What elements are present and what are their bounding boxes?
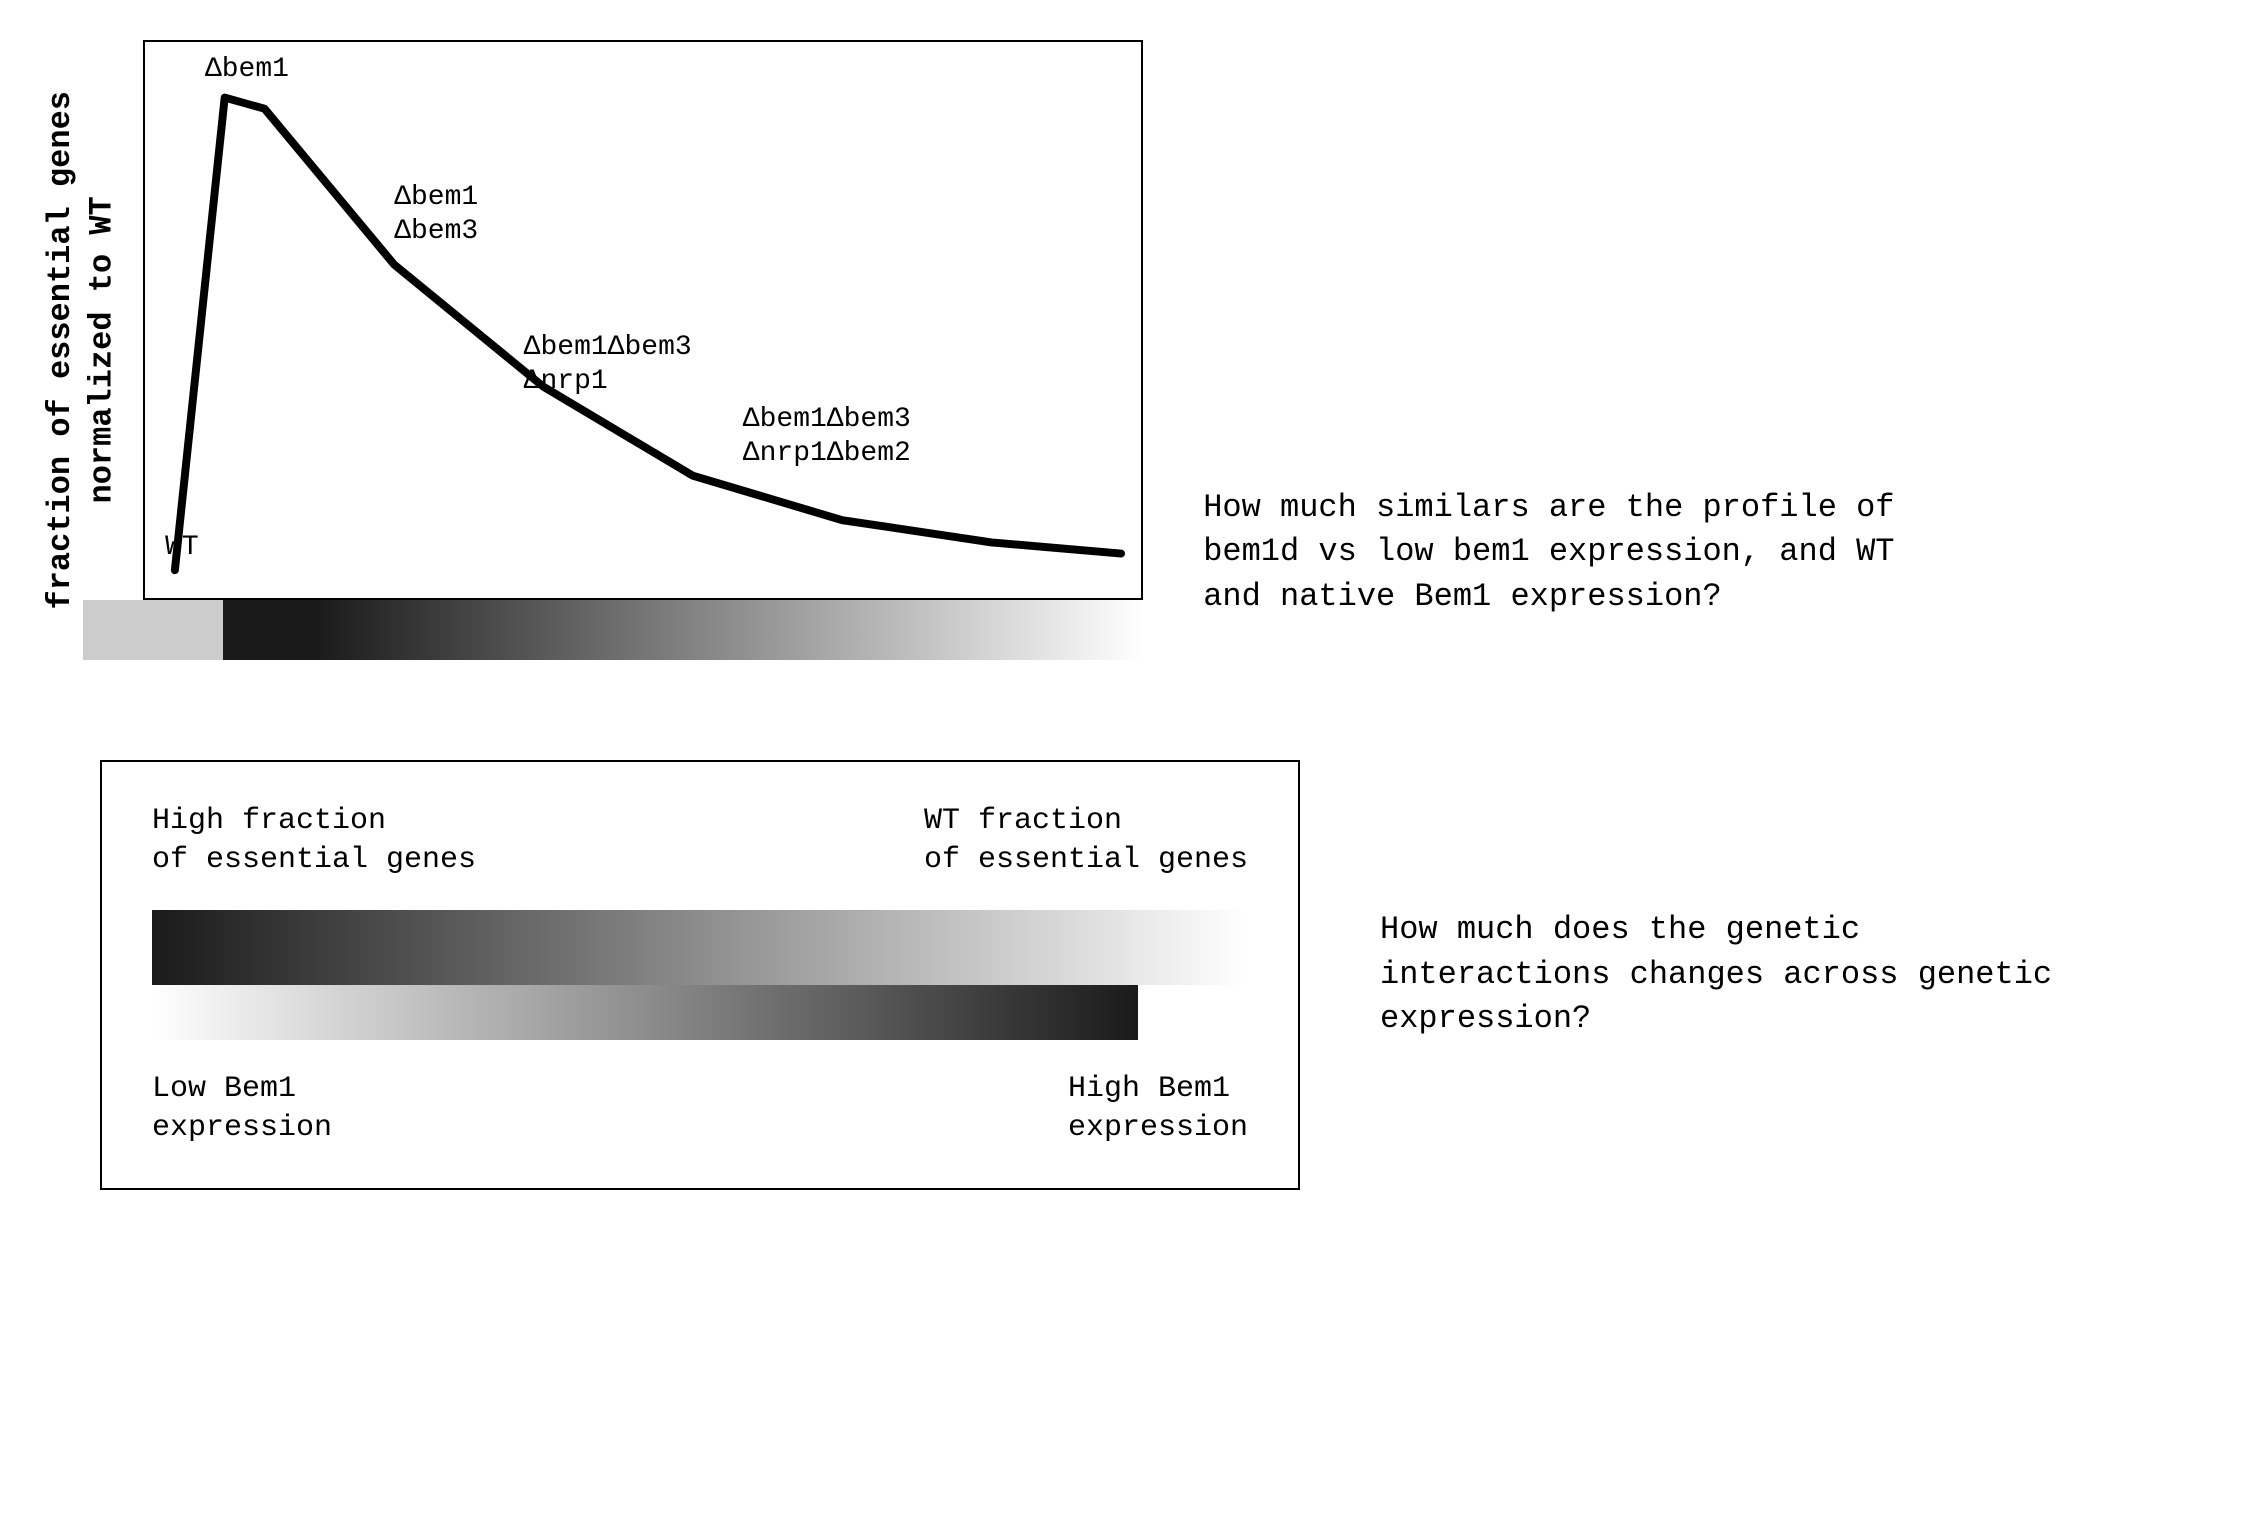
top-section: fraction of essential genesnormalized to…	[40, 40, 2214, 660]
gradient-bar-top	[223, 600, 1143, 660]
gradient-bars-bottom	[152, 910, 1248, 1040]
chart-box: WT Δbem1 Δbem1Δbem3 Δbem1Δbem3Δnrp1 Δbem1Δbe…	[143, 40, 1143, 600]
curve-label: WT	[165, 531, 199, 565]
bottom-left-label: Low Bem1expression	[152, 1070, 332, 1148]
chart-area: fraction of essential genesnormalized to…	[40, 40, 1143, 660]
figure-container: fraction of essential genesnormalized to…	[40, 40, 2214, 1190]
gradient-bar-expression	[152, 985, 1138, 1040]
gradient-bar-essential	[152, 910, 1248, 985]
bottom-top-labels: High fractionof essential genes WT fract…	[152, 802, 1248, 880]
question-bottom: How much does the genetic interactions c…	[1380, 908, 2080, 1042]
top-left-label: High fractionof essential genes	[152, 802, 476, 880]
curve-label: Δbem1	[205, 53, 289, 87]
curve-label: Δbem1Δbem3Δnrp1Δbem2	[743, 403, 911, 470]
chart-with-gradient: WT Δbem1 Δbem1Δbem3 Δbem1Δbem3Δnrp1 Δbem1Δbe…	[143, 40, 1143, 660]
curve-svg	[145, 42, 1141, 598]
question-top: How much similars are the profile of bem…	[1203, 486, 1903, 620]
bottom-section: High fractionof essential genes WT fract…	[100, 760, 2214, 1190]
gradient-bar-top-wrap	[83, 600, 1143, 660]
bottom-panel: High fractionof essential genes WT fract…	[100, 760, 1300, 1190]
top-right-label: WT fractionof essential genes	[924, 802, 1248, 880]
bottom-right-label: High Bem1expression	[1068, 1070, 1248, 1148]
y-axis-label: fraction of essential genesnormalized to…	[40, 91, 123, 609]
curve-label: Δbem1Δbem3Δnrp1	[524, 331, 692, 398]
bottom-bottom-labels: Low Bem1expression High Bem1expression	[152, 1070, 1248, 1148]
curve-label: Δbem1Δbem3	[394, 181, 478, 248]
